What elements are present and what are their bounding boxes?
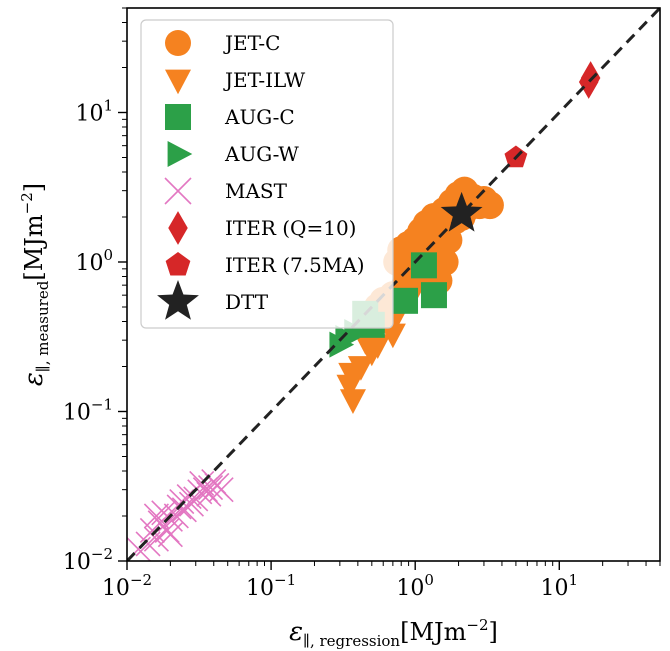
legend-item: ITER (Q=10) xyxy=(168,211,356,245)
data-point xyxy=(135,531,161,557)
data-point xyxy=(157,522,183,548)
x-tick-label: 10−1 xyxy=(246,571,296,601)
data-point xyxy=(339,389,366,414)
data-point xyxy=(347,356,374,381)
x-tick-label: 101 xyxy=(541,571,579,601)
data-point xyxy=(163,503,189,529)
data-point xyxy=(578,65,599,99)
data-point xyxy=(430,247,459,276)
data-point xyxy=(143,526,169,552)
legend-marker xyxy=(165,69,191,95)
plot-frame xyxy=(126,7,661,562)
legend-marker xyxy=(164,177,192,205)
legend-label: AUG-W xyxy=(224,142,299,166)
legend-label: DTT xyxy=(225,290,269,314)
legend-item: AUG-C xyxy=(165,104,295,130)
legend-label: AUG-C xyxy=(224,105,295,129)
y-tick-label: 100 xyxy=(75,246,113,276)
data-point xyxy=(440,191,483,232)
legend-item: AUG-W xyxy=(167,141,299,167)
legend-item: DTT xyxy=(157,280,269,320)
legend-label: ITER (Q=10) xyxy=(225,216,356,240)
axes-layer: 10−2 10−1 100 101 10−2 10−1 100 101 xyxy=(63,7,661,601)
data-point xyxy=(364,334,391,359)
series-dtt xyxy=(440,191,483,232)
data-point xyxy=(379,323,406,349)
data-point xyxy=(143,503,169,529)
axis-labels: ε∥, regression[MJm−2] ε∥, measured[MJm−2] xyxy=(18,183,498,650)
data-point xyxy=(392,287,419,314)
legend-marker xyxy=(165,30,191,56)
data-point xyxy=(420,282,447,309)
data-point xyxy=(196,481,222,507)
data-point xyxy=(410,252,437,279)
legend-label: JET-C xyxy=(223,31,280,55)
legend-marker xyxy=(167,141,193,167)
legend: JET-C JET-ILW AUG-C AUG-W MAST ITER (Q=10) ITE… xyxy=(140,19,394,329)
y-axis-label: ε∥, measured[MJm−2] xyxy=(18,183,52,386)
y-tick-label: 10−2 xyxy=(63,545,113,575)
legend-label: ITER (7.5MA) xyxy=(225,253,365,277)
legend-box xyxy=(140,19,394,329)
x-axis-label: ε∥, regression[MJm−2] xyxy=(289,616,498,650)
series-mast xyxy=(127,468,234,561)
legend-label: JET-ILW xyxy=(223,68,306,92)
x-tick-label: 100 xyxy=(396,571,434,601)
x-tick-label: 10−2 xyxy=(102,571,152,601)
data-point xyxy=(475,191,504,220)
y-tick-label: 10−1 xyxy=(63,395,113,425)
data-point xyxy=(197,474,224,501)
legend-item: JET-C xyxy=(165,30,280,56)
legend-marker xyxy=(165,104,191,130)
data-point xyxy=(336,374,363,400)
legend-marker xyxy=(157,280,199,320)
legend-label: MAST xyxy=(225,179,288,203)
legend-marker xyxy=(168,211,188,245)
legend-item: MAST xyxy=(164,177,288,205)
legend-item: ITER (7.5MA) xyxy=(165,252,365,277)
data-point xyxy=(178,491,204,517)
legend-item: JET-ILW xyxy=(165,68,306,95)
legend-marker xyxy=(165,252,191,276)
y-tick-label: 101 xyxy=(75,96,113,126)
